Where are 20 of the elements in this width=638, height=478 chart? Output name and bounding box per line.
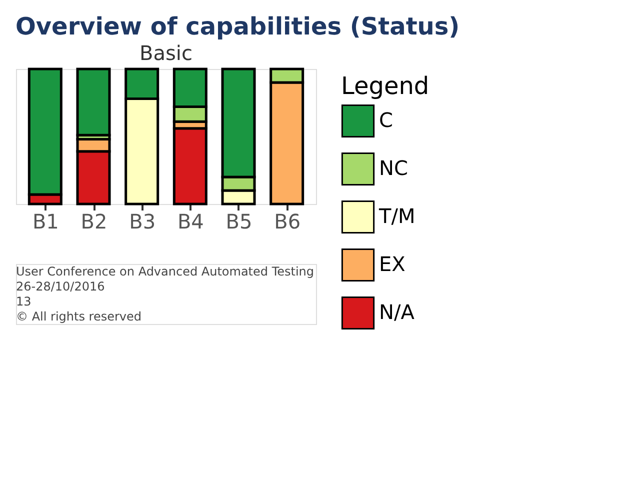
bar	[172, 127, 208, 206]
legend-label: N/A	[379, 300, 415, 324]
text: 13	[16, 294, 32, 308]
x-tick-label: B6	[274, 210, 301, 234]
x-tick-label: B4	[177, 210, 204, 234]
bar	[76, 68, 111, 136]
legend-label: C	[379, 108, 393, 132]
text: User Conference on Advanced Automated Testing	[16, 264, 314, 278]
legend-label: T/M	[378, 204, 416, 228]
legend-label: EX	[379, 252, 406, 276]
x-tick-label: B3	[129, 210, 156, 234]
chart-title: Overview of capabilities (Status)	[16, 12, 460, 40]
legend-title: Legend	[341, 72, 430, 100]
x-tick-label: B5	[226, 210, 252, 234]
text: © All rights reserved	[16, 310, 142, 324]
x-tick-label: B1	[32, 210, 59, 234]
legend-label: NC	[379, 156, 408, 180]
text: 26-28/10/2016	[16, 280, 105, 294]
x-tick-label: B2	[80, 210, 108, 234]
chart-subtitle: Basic	[140, 40, 192, 65]
